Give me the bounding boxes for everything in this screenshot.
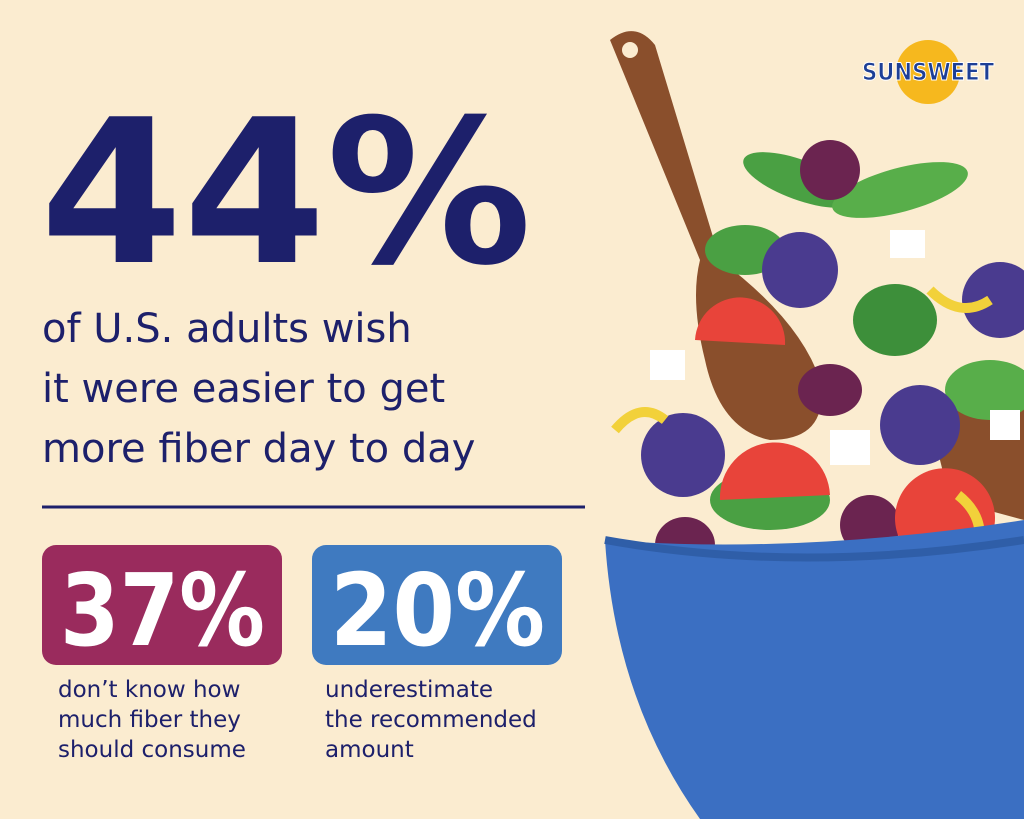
stat-box (312, 545, 562, 665)
stat-line: the recommended (325, 707, 537, 733)
stat-line: amount (325, 737, 414, 763)
headline-line: it were easier to get (42, 366, 445, 412)
salad-illustration (604, 31, 1024, 819)
brand-logo: SUNSWEET (862, 58, 995, 86)
stat-value: 20% (330, 552, 545, 669)
headline-line: of U.S. adults wish (42, 306, 412, 352)
stat-line: don’t know how (58, 677, 240, 703)
stat-line: should consume (58, 737, 246, 763)
stat-line: underestimate (325, 677, 493, 703)
stat-line: much fiber they (58, 707, 241, 733)
brand-sun (896, 40, 960, 104)
headline-stat: 44% (40, 77, 532, 310)
headline-line: more fiber day to day (42, 426, 475, 472)
stat-box (42, 545, 282, 665)
stat-value: 37% (60, 552, 265, 669)
